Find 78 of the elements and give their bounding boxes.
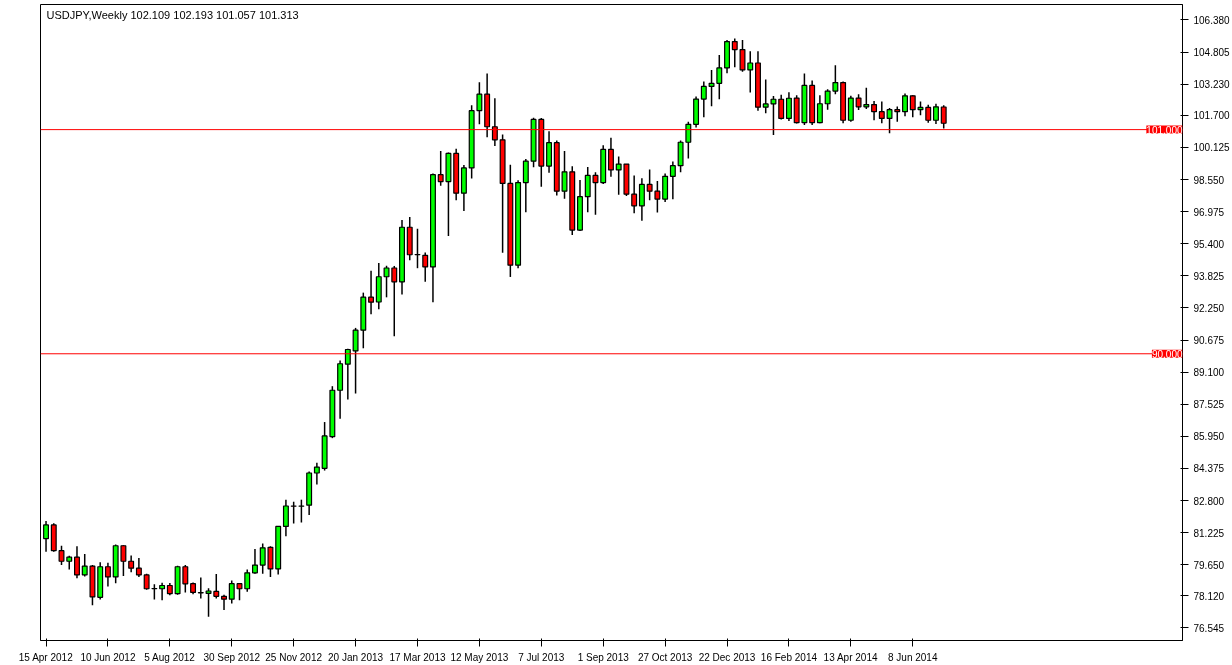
x-tick-label: 20 Jan 2013 — [328, 651, 384, 663]
x-tick-label: 17 Mar 2013 — [389, 651, 446, 663]
y-tick-label: 93.825 — [1193, 270, 1225, 282]
chart-title: USDJPY,Weekly 102.109 102.193 101.057 101.313 — [46, 8, 299, 21]
y-tick-label: 103.230 — [1193, 79, 1231, 91]
x-tick-label: 30 Sep 2012 — [203, 651, 261, 663]
candlestick — [662, 172, 669, 203]
x-tick-label: 16 Feb 2014 — [760, 651, 818, 663]
y-tick-label: 78.120 — [1193, 590, 1225, 602]
candlestick — [352, 327, 359, 395]
candlestick — [74, 545, 80, 579]
x-tick-label: 12 May 2013 — [450, 651, 509, 663]
y-tick-label: 95.400 — [1193, 238, 1225, 250]
y-tick-label: 96.975 — [1193, 206, 1225, 218]
candlestick — [607, 137, 614, 178]
x-tick-label: 13 Apr 2014 — [823, 651, 878, 663]
y-tick-label: 100.125 — [1193, 142, 1231, 154]
y-tick-label: 84.375 — [1193, 463, 1225, 475]
candlestick — [631, 174, 638, 214]
y-tick-label: 90.675 — [1193, 335, 1225, 347]
candlestick — [159, 581, 166, 602]
candlestick — [785, 91, 792, 122]
candlestick — [685, 120, 692, 160]
candlestick — [871, 100, 878, 121]
x-tick-label: 10 Jun 2012 — [80, 651, 136, 663]
candlestick — [313, 462, 320, 486]
candlestick — [932, 102, 939, 125]
candlestick — [251, 548, 258, 575]
candlestick — [816, 94, 823, 125]
candlestick — [546, 130, 553, 174]
y-tick-label: 76.545 — [1193, 622, 1225, 634]
y-tick-label: 106.380 — [1193, 14, 1231, 26]
candlestick — [700, 80, 707, 118]
y-tick-label: 98.550 — [1193, 174, 1225, 186]
candlestick — [104, 562, 111, 588]
candlestick — [344, 347, 351, 401]
candlestick — [677, 139, 684, 173]
x-tick-label: 15 Apr 2012 — [18, 651, 74, 663]
y-tick-label: 81.225 — [1193, 527, 1225, 539]
y-tick-label: 89.100 — [1193, 367, 1225, 379]
candlestick — [298, 498, 305, 524]
x-tick-label: 22 Dec 2013 — [698, 651, 756, 663]
candlestick — [638, 177, 645, 222]
candlestick — [824, 88, 831, 111]
candlestick — [832, 64, 839, 96]
x-tick-label: 27 Oct 2013 — [637, 651, 693, 663]
y-tick-label: 104.805 — [1193, 47, 1231, 59]
x-tick-label: 5 Aug 2012 — [144, 651, 196, 663]
ref-line-label: 90.000 — [1151, 348, 1183, 360]
candlestick — [731, 37, 738, 69]
y-tick-label: 79.650 — [1193, 559, 1225, 571]
candlestick — [669, 160, 676, 201]
y-tick-label: 87.525 — [1193, 399, 1225, 411]
candlestick — [522, 158, 529, 214]
candlestick — [43, 520, 49, 553]
x-tick-label: 25 Nov 2012 — [265, 651, 323, 663]
y-tick-label: 101.700 — [1193, 110, 1231, 122]
candlestick — [762, 78, 769, 115]
x-tick-label: 1 Sep 2013 — [577, 651, 630, 663]
y-tick-label: 82.800 — [1193, 495, 1225, 507]
candlestick — [135, 557, 142, 578]
y-tick-label: 85.950 — [1193, 431, 1225, 443]
candlestick — [770, 95, 777, 136]
candlestick — [902, 92, 908, 117]
x-tick-label: 8 Jun 2014 — [888, 651, 938, 663]
candlestick — [778, 94, 785, 121]
x-tick-label: 7 Jul 2013 — [518, 651, 565, 663]
ref-line-label: 101.000 — [1146, 124, 1183, 136]
candlestick — [290, 500, 297, 525]
candlestick — [422, 251, 429, 283]
y-tick-label: 92.250 — [1193, 302, 1225, 314]
candlestick — [654, 180, 661, 214]
candlestick — [282, 498, 289, 538]
candlestick — [221, 594, 227, 611]
candlestick — [847, 95, 854, 123]
candlestick — [878, 100, 885, 125]
candlestick — [646, 168, 653, 202]
candlestick — [368, 269, 375, 315]
